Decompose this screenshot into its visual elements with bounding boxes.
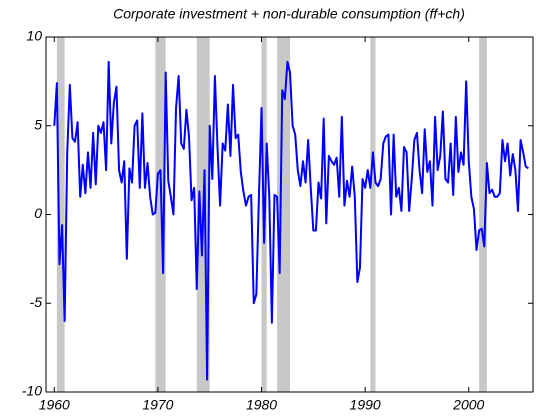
y-tick-label: -10 — [22, 383, 42, 399]
x-tick-label: 1990 — [350, 397, 381, 413]
recession-band — [277, 37, 291, 392]
y-tick-label: 5 — [34, 116, 42, 132]
x-tick-label: 1970 — [142, 397, 173, 413]
y-tick-label: -5 — [30, 294, 43, 310]
recession-band — [479, 37, 487, 392]
data-line — [53, 60, 529, 381]
y-tick-label: 10 — [26, 28, 42, 44]
x-tick-label: 1980 — [246, 397, 277, 413]
recession-band — [155, 37, 166, 392]
y-tick-label: 0 — [34, 205, 42, 221]
chart-title: Corporate investment + non-durable consu… — [113, 6, 465, 22]
recession-band — [56, 37, 65, 392]
recession-band — [370, 37, 376, 392]
x-tick-label: 1960 — [39, 397, 70, 413]
x-tick-label: 2000 — [452, 397, 484, 413]
